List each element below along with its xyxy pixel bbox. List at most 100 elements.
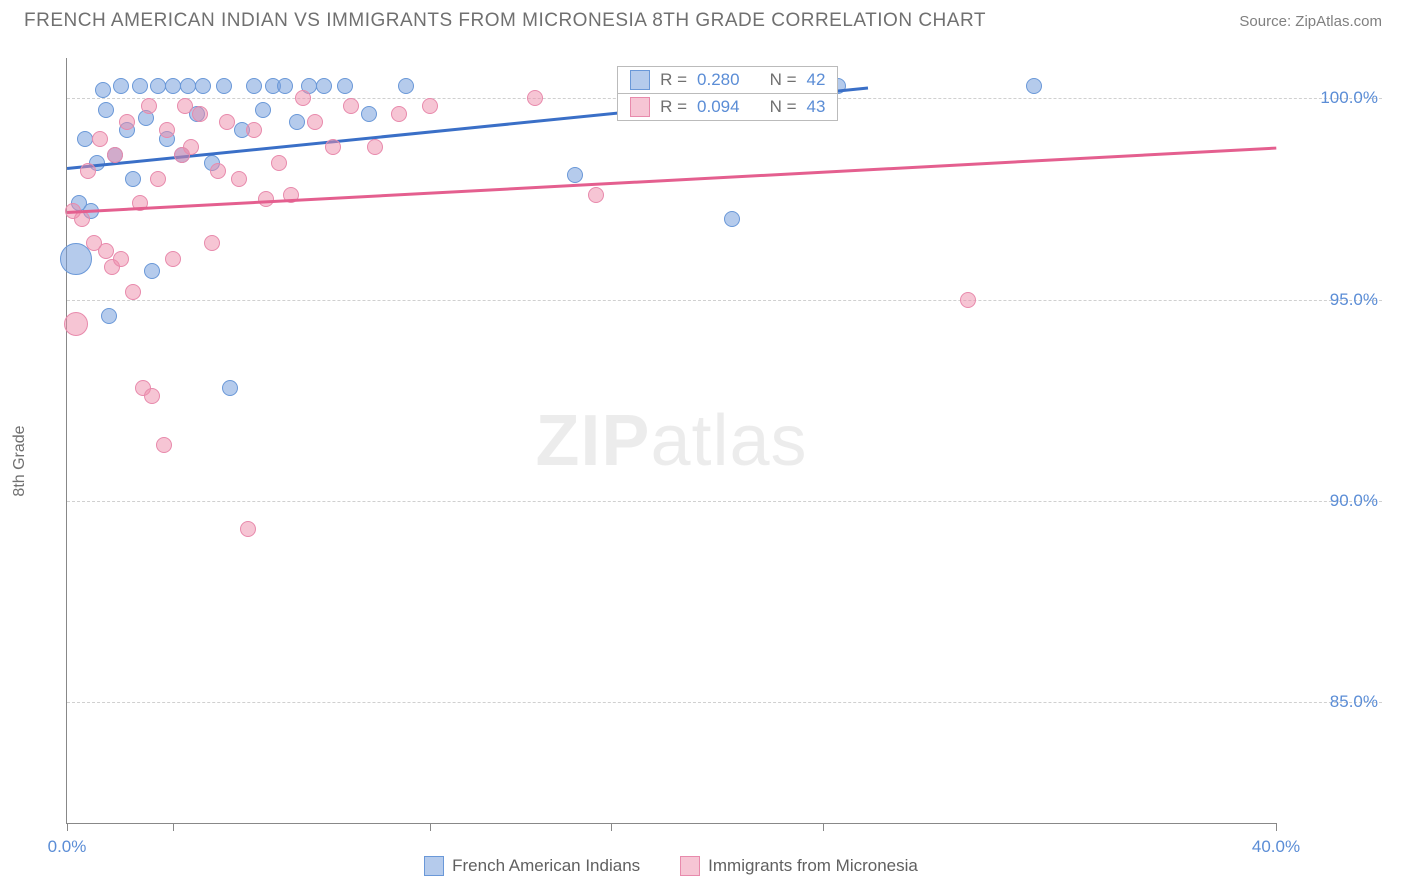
watermark: ZIPatlas bbox=[535, 400, 807, 482]
x-tick bbox=[430, 823, 431, 831]
chart-title: FRENCH AMERICAN INDIAN VS IMMIGRANTS FRO… bbox=[24, 10, 986, 32]
data-point bbox=[80, 163, 96, 179]
legend-label: French American Indians bbox=[452, 856, 640, 876]
data-point bbox=[567, 167, 583, 183]
data-point bbox=[343, 98, 359, 114]
data-point bbox=[724, 211, 740, 227]
gridline bbox=[67, 501, 1382, 502]
data-point bbox=[222, 380, 238, 396]
data-point bbox=[588, 187, 604, 203]
data-point bbox=[113, 251, 129, 267]
data-point bbox=[367, 139, 383, 155]
gridline bbox=[67, 300, 1382, 301]
data-point bbox=[307, 114, 323, 130]
data-point bbox=[132, 78, 148, 94]
stats-row: R =0.094N =43 bbox=[618, 94, 837, 120]
y-tick-label: 95.0% bbox=[1330, 290, 1378, 310]
x-tick bbox=[67, 823, 68, 831]
stat-r-label: R = bbox=[660, 97, 687, 117]
data-point bbox=[74, 211, 90, 227]
y-tick-label: 100.0% bbox=[1320, 88, 1378, 108]
data-point bbox=[316, 78, 332, 94]
stat-r-value: 0.094 bbox=[697, 97, 740, 117]
data-point bbox=[398, 78, 414, 94]
data-point bbox=[101, 308, 117, 324]
data-point bbox=[180, 78, 196, 94]
data-point bbox=[192, 106, 208, 122]
gridline bbox=[67, 702, 1382, 703]
watermark-atlas: atlas bbox=[650, 401, 807, 481]
chart-header: FRENCH AMERICAN INDIAN VS IMMIGRANTS FRO… bbox=[0, 0, 1406, 36]
data-point bbox=[216, 78, 232, 94]
stat-n-label: N = bbox=[770, 97, 797, 117]
data-point bbox=[240, 521, 256, 537]
data-point bbox=[960, 292, 976, 308]
stat-n-value: 42 bbox=[807, 70, 826, 90]
data-point bbox=[183, 139, 199, 155]
legend-swatch-icon bbox=[630, 97, 650, 117]
data-point bbox=[295, 90, 311, 106]
data-point bbox=[337, 78, 353, 94]
legend-swatch-icon bbox=[630, 70, 650, 90]
data-point bbox=[156, 437, 172, 453]
data-point bbox=[1026, 78, 1042, 94]
x-tick bbox=[823, 823, 824, 831]
data-point bbox=[422, 98, 438, 114]
data-point bbox=[125, 171, 141, 187]
data-point bbox=[255, 102, 271, 118]
legend-item: Immigrants from Micronesia bbox=[680, 856, 918, 876]
data-point bbox=[141, 98, 157, 114]
data-point bbox=[92, 131, 108, 147]
data-point bbox=[219, 114, 235, 130]
data-point bbox=[210, 163, 226, 179]
trend-line bbox=[67, 147, 1276, 214]
data-point bbox=[150, 78, 166, 94]
data-point bbox=[159, 122, 175, 138]
legend-item: French American Indians bbox=[424, 856, 640, 876]
legend-label: Immigrants from Micronesia bbox=[708, 856, 918, 876]
data-point bbox=[277, 78, 293, 94]
data-point bbox=[246, 78, 262, 94]
source-label: Source: bbox=[1239, 13, 1295, 30]
stats-row: R = 0.280 N = 42 bbox=[618, 67, 837, 94]
data-point bbox=[144, 263, 160, 279]
y-tick-label: 85.0% bbox=[1330, 692, 1378, 712]
data-point bbox=[165, 251, 181, 267]
data-point bbox=[195, 78, 211, 94]
bottom-legend: French American Indians Immigrants from M… bbox=[66, 856, 1276, 876]
data-point bbox=[246, 122, 262, 138]
data-point bbox=[113, 78, 129, 94]
data-point bbox=[144, 388, 160, 404]
chart-area: 8th Grade ZIPatlas 85.0%90.0%95.0%100.0%… bbox=[24, 48, 1382, 874]
watermark-zip: ZIP bbox=[535, 401, 650, 481]
data-point bbox=[325, 139, 341, 155]
data-point bbox=[289, 114, 305, 130]
data-point bbox=[64, 312, 88, 336]
data-point bbox=[107, 147, 123, 163]
data-point bbox=[231, 171, 247, 187]
data-point bbox=[95, 82, 111, 98]
source-name: ZipAtlas.com bbox=[1295, 13, 1382, 30]
stat-n-label: N = bbox=[770, 70, 797, 90]
data-point bbox=[125, 284, 141, 300]
data-point bbox=[150, 171, 166, 187]
data-point bbox=[77, 131, 93, 147]
data-point bbox=[527, 90, 543, 106]
y-tick-label: 90.0% bbox=[1330, 491, 1378, 511]
data-point bbox=[391, 106, 407, 122]
data-point bbox=[361, 106, 377, 122]
x-tick bbox=[1276, 823, 1277, 831]
x-tick bbox=[611, 823, 612, 831]
data-point bbox=[98, 102, 114, 118]
data-point bbox=[204, 235, 220, 251]
plot-region: ZIPatlas 85.0%90.0%95.0%100.0%0.0%40.0%R… bbox=[66, 58, 1276, 824]
x-tick bbox=[173, 823, 174, 831]
legend-swatch-icon bbox=[680, 856, 700, 876]
source-attribution: Source: ZipAtlas.com bbox=[1239, 13, 1382, 30]
stat-r-value: 0.280 bbox=[697, 70, 740, 90]
stat-r-label: R = bbox=[660, 70, 687, 90]
data-point bbox=[98, 243, 114, 259]
data-point bbox=[165, 78, 181, 94]
legend-swatch-icon bbox=[424, 856, 444, 876]
data-point bbox=[177, 98, 193, 114]
